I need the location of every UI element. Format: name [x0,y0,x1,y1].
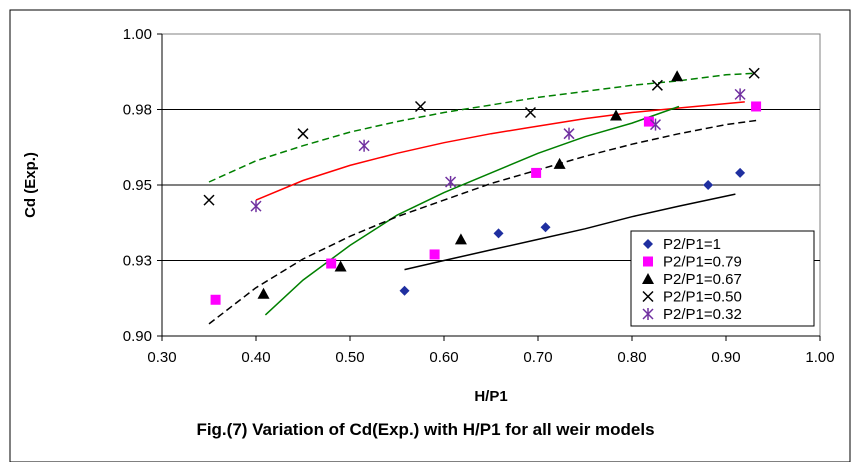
data-point-square [643,256,653,267]
y-tick-label: 0.95 [123,177,152,194]
x-tick-label: 1.00 [805,349,834,366]
trend-line [255,101,745,201]
data-point-asterisk [734,88,746,101]
data-point-diamond [493,228,504,239]
trend-line [208,72,755,183]
data-point-square [429,249,440,260]
data-point-x [748,67,760,79]
x-tick-label: 0.30 [147,349,176,366]
legend: P2/P1=1P2/P1=0.79P2/P1=0.67P2/P1=0.50P2/… [630,230,815,327]
data-point-asterisk [563,127,575,140]
y-tick-label: 0.90 [123,328,152,345]
data-point-x [414,100,427,113]
data-point-triangle [553,157,566,169]
outer-border [9,9,851,462]
x-tick-label: 0.60 [429,349,458,366]
data-point-x [524,106,537,119]
legend-label: P2/P1=0.67 [663,271,742,288]
data-point-triangle [642,273,654,284]
data-point-asterisk [358,139,370,152]
data-point-asterisk [250,200,262,213]
y-tick-label: 0.93 [123,253,152,270]
legend-label: P2/P1=0.50 [663,289,742,306]
marker-stroke [651,79,663,91]
y-tick-label: 0.98 [123,102,152,119]
data-point-triangle [454,233,467,245]
data-point-asterisk [649,118,662,131]
marker-stroke [297,128,309,140]
data-point-diamond [703,180,714,190]
x-tick-label: 0.70 [523,349,552,366]
data-point-x [651,79,663,91]
data-point-diamond [399,285,410,296]
data-point-asterisk [445,175,457,188]
axes [161,34,820,337]
data-point-x [642,290,654,303]
data-point-triangle [257,287,270,299]
legend-label: P2/P1=1 [663,236,721,253]
legend-label: P2/P1=0.32 [663,306,742,323]
data-point-x [203,194,215,206]
data-point-triangle [671,70,684,82]
data-point-diamond [735,167,746,178]
data-point-triangle [610,109,623,121]
x-tick-label: 0.40 [241,349,270,366]
marker-stroke [524,106,537,119]
legend-label: P2/P1=0.79 [663,254,742,271]
x-axis-title: H/P1 [474,388,507,405]
trend-line [208,119,760,325]
legend-box [630,230,815,327]
data-point-diamond [643,239,653,249]
y-tick-labels: 0.90 0.93 0.95 0.98 1.00 [123,26,152,345]
data-point-triangle [334,260,347,272]
marker-stroke [748,67,760,79]
marker-stroke [414,100,427,113]
y-axis-title: Cd (Exp.) [22,152,39,218]
x-tick-label: 0.50 [335,349,364,366]
figure-caption: Fig.(7) Variation of Cd(Exp.) with H/P1 … [196,420,655,439]
data-point-square [531,167,542,178]
x-tick-label: 0.80 [617,349,646,366]
data-markers [203,67,762,305]
trend-line [404,193,736,271]
data-point-square [751,101,762,112]
x-tick-labels: 0.30 0.40 0.50 0.60 0.70 0.80 0.90 1.00 [147,349,834,366]
x-tick-label: 0.90 [711,349,740,366]
data-point-diamond [540,222,551,233]
data-point-x [297,128,309,140]
marker-stroke [642,290,654,303]
data-point-square [326,258,337,269]
data-point-square [643,116,654,127]
marker-stroke [203,194,215,206]
y-tick-label: 1.00 [123,26,152,43]
data-point-square [210,294,221,305]
data-point-asterisk [642,308,654,320]
